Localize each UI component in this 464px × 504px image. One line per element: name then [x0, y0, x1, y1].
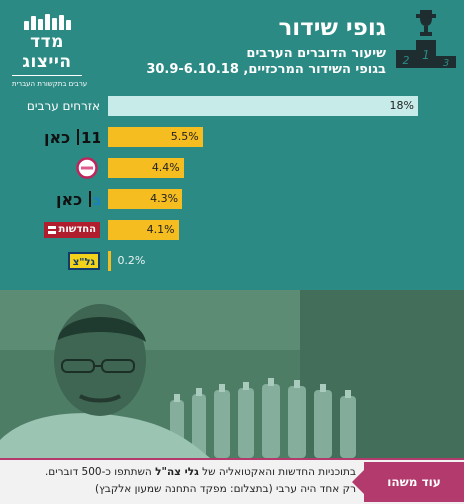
- bar-value-label-5: 0.2%: [117, 254, 146, 267]
- bar-chart: 18% 5.5% 4.4% 4.3% 4.1% 0.2% אזרחים ערבים כאן 11…: [0, 96, 418, 272]
- caption-prefix: בתוכניות החדשות והאקטואליה של: [198, 466, 356, 478]
- caption-bold: גלי צה"ל: [155, 466, 199, 478]
- bar-value-label-0: 18%: [389, 99, 414, 112]
- svg-text:ב: ב: [93, 193, 100, 208]
- subtitle-line-1: שיעור הדוברים הערבים: [246, 46, 386, 61]
- more-button[interactable]: עוד משהו: [352, 462, 464, 502]
- hadashot-logo-icon: החדשות: [0, 219, 100, 241]
- podium-trophy-icon: 1 2 3: [396, 10, 456, 69]
- logo-tagline: ערבים בתקשורת העברית: [12, 75, 87, 89]
- station-commander-photo: [0, 290, 464, 458]
- page-title: גופי שידור: [278, 15, 386, 41]
- bar-value-label-4: 4.1%: [146, 223, 175, 236]
- svg-text:כאן: כאן: [56, 190, 82, 208]
- hadashot-mark-icon: [47, 226, 56, 234]
- kan-bet-logo-icon: כאן ב: [0, 188, 100, 210]
- bar-value-label-3: 4.3%: [150, 192, 179, 205]
- category-label-0: אזרחים ערבים: [26, 99, 100, 113]
- hadashot-logo-box: החדשות: [43, 222, 100, 238]
- svg-text:כאן: כאן: [44, 128, 70, 146]
- bar-5: [108, 251, 112, 271]
- bar-0: [108, 96, 418, 116]
- svg-text:11: 11: [81, 129, 100, 146]
- title-block: גופי שידור שיעור הדוברים הערבים בגופי הש…: [86, 14, 386, 78]
- subtitle-line-2: בגופי השידור המרכזיים, 30.9-6.10.18: [146, 62, 386, 77]
- bar-2: [108, 158, 184, 178]
- logo: מדד הייצוג ערבים בתקשורת העברית: [12, 14, 87, 89]
- podium-place-3: 3: [443, 58, 449, 69]
- bar-3: [108, 189, 183, 209]
- photo-caption: בתוכניות החדשות והאקטואליה של גלי צה"ל ה…: [16, 464, 356, 498]
- galatz-logo-box: גל"צ: [67, 252, 100, 270]
- footer-bar: עוד משהו בתוכניות החדשות והאקטואליה של ג…: [0, 458, 464, 504]
- podium-place-2: 2: [403, 54, 410, 67]
- logo-bars-icon: [12, 14, 82, 30]
- caption-line-1: בתוכניות החדשות והאקטואליה של גלי צה"ל ה…: [16, 464, 356, 481]
- caption-line-2: רק אחד היה ערבי (בתצלום: מפקד התחנה שמעו…: [95, 483, 356, 495]
- reshet13-logo-icon: [0, 157, 100, 179]
- galatz-logo-icon: גל"צ: [0, 250, 100, 272]
- podium-place-1: 1: [422, 48, 430, 62]
- kan11-logo-icon: כאן 11: [0, 126, 100, 148]
- chart-panel: מדד הייצוג ערבים בתקשורת העברית גופי שיד…: [0, 0, 464, 290]
- bar-1: [108, 127, 203, 147]
- bar-value-label-2: 4.4%: [151, 161, 180, 174]
- caption-suffix: השתתפו כ-500 דוברים.: [44, 466, 156, 478]
- bar-value-label-1: 5.5%: [170, 130, 199, 143]
- hadashot-logo-text: החדשות: [58, 224, 96, 235]
- logo-name: מדד הייצוג: [22, 32, 72, 72]
- bar-4: [108, 220, 179, 240]
